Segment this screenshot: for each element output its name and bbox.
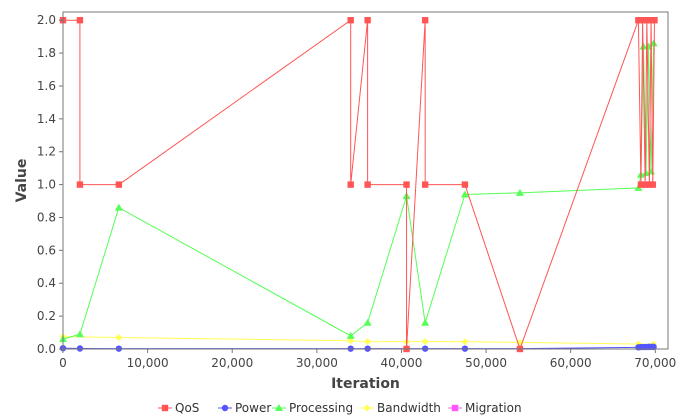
y-axis-title: Value (14, 159, 30, 203)
data-point-bandwidth (364, 338, 372, 346)
y-tick-label: 1.0 (37, 178, 56, 192)
data-point-qos (635, 17, 642, 24)
axes-layer: 0.0 0.2 0.4 0.6 0.8 1.0 1.2 1.4 1.6 1.8 2.0 0 10,000… (37, 11, 676, 370)
data-point-qos (421, 181, 429, 188)
legend-item-bandwidth: Bandwidth (360, 401, 441, 415)
legend-marker-processing (275, 404, 283, 411)
legend-item-processing: Processing (272, 401, 353, 415)
y-tick-label: 1.8 (37, 46, 56, 60)
data-point-qos (647, 17, 655, 24)
data-point-qos (461, 181, 469, 188)
x-tick-label: 0 (59, 356, 67, 370)
data-point-qos (347, 181, 354, 188)
data-point-qos (641, 181, 649, 188)
data-point-qos (643, 17, 651, 24)
data-point-processing (75, 330, 84, 338)
y-tick-label: 1.2 (37, 145, 56, 159)
series-qos (59, 17, 658, 353)
data-point-qos (364, 181, 371, 188)
plot-border (62, 11, 669, 350)
y-tick-label: 0.8 (37, 210, 56, 224)
x-tick-label: 50,000 (465, 356, 507, 370)
data-point-qos (639, 17, 646, 24)
data-point-processing (460, 190, 469, 198)
legend-label-bandwidth: Bandwidth (377, 401, 441, 415)
data-point-processing (421, 318, 430, 326)
y-tick-label: 1.4 (37, 112, 56, 126)
x-tick-label: 60,000 (550, 356, 592, 370)
data-point-qos (76, 17, 84, 24)
data-point-qos (403, 181, 410, 188)
data-point-qos (76, 181, 84, 188)
x-tick-label: 30,000 (296, 356, 338, 370)
data-point-processing (363, 318, 372, 326)
data-point-qos (651, 17, 658, 24)
data-point-bandwidth (347, 337, 355, 345)
legend-marker-bandwidth (363, 404, 371, 412)
legend-item-migration: Migration (448, 401, 522, 415)
x-axis-title: Iteration (331, 376, 400, 392)
data-point-qos (421, 17, 429, 24)
x-tick-label: 70,000 (634, 356, 676, 370)
y-tick-label: 0.4 (37, 276, 56, 290)
legend-marker-qos (161, 404, 169, 412)
data-point-qos (646, 181, 653, 188)
data-point-bandwidth (115, 333, 123, 341)
data-point-power (650, 343, 657, 351)
series-line-processing (62, 43, 655, 340)
x-tick-label: 10,000 (127, 356, 169, 370)
legend-item-qos: QoS (158, 401, 199, 415)
legend-marker-migration (451, 404, 459, 412)
legend-label-processing: Processing (289, 401, 353, 415)
legend-marker-power (221, 404, 229, 412)
y-tick-label: 1.6 (37, 79, 56, 93)
plot-area (63, 12, 668, 349)
legend-label-qos: QoS (175, 401, 199, 415)
data-point-qos (364, 17, 371, 24)
y-tick-label: 2.0 (37, 13, 56, 27)
data-point-qos (115, 181, 123, 188)
series-line-bandwidth (62, 336, 654, 345)
x-tick-label: 20,000 (211, 356, 253, 370)
y-tick-label: 0.0 (37, 342, 56, 356)
legend-label-power: Power (235, 401, 271, 415)
y-tick-label: 0.6 (37, 243, 56, 257)
data-point-qos (347, 17, 354, 24)
data-point-processing (515, 188, 524, 196)
legend-label-migration: Migration (465, 401, 522, 415)
data-point-qos (637, 181, 645, 188)
data-point-processing (346, 331, 355, 339)
data-point-qos (649, 181, 656, 188)
legend: QoS Power Processing Bandwidth Migration (158, 401, 522, 415)
data-point-bandwidth (461, 338, 469, 346)
data-point-processing (114, 203, 123, 211)
data-point-bandwidth (421, 338, 429, 346)
legend-item-power: Power (218, 401, 271, 415)
y-tick-label: 0.2 (37, 309, 56, 323)
x-tick-label: 40,000 (380, 356, 422, 370)
